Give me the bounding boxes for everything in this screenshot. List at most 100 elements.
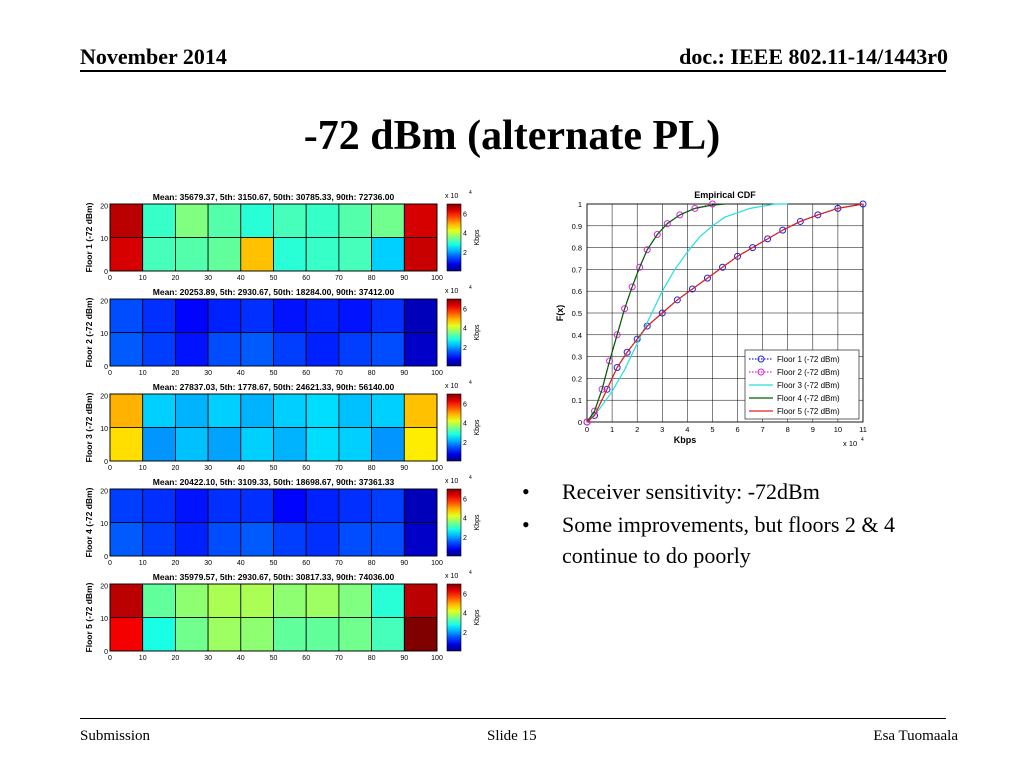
- heatmap-panel-1: Mean: 35679.37, 5th: 3150.67, 50th: 3078…: [84, 190, 481, 282]
- y-tick-label: 0.1: [572, 396, 582, 405]
- floor-heatmaps-figure: Mean: 35679.37, 5th: 3150.67, 50th: 3078…: [84, 190, 481, 662]
- x-tick-label: 0: [108, 560, 112, 567]
- x-tick-label: 80: [368, 465, 376, 472]
- colorbar-exponent-power: 4: [469, 570, 472, 576]
- heatmap-panel-2: Mean: 20253.89, 5th: 2930.67, 50th: 1828…: [84, 285, 481, 377]
- heatmap-cell: [175, 393, 209, 428]
- heatmap-cell: [175, 427, 209, 462]
- colorbar-tick-label: 6: [463, 497, 467, 504]
- x-tick-label: 1: [610, 425, 614, 434]
- legend-marker: [757, 355, 765, 363]
- heatmap-panel-4: Mean: 20422.10, 5th: 3109.33, 50th: 1869…: [84, 475, 481, 567]
- heatmap-cell: [273, 522, 307, 557]
- x-tick-label: 2: [635, 425, 639, 434]
- x-tick-label: 0: [108, 275, 112, 282]
- x-tick-label: 70: [335, 465, 343, 472]
- heatmap-cell: [207, 203, 242, 238]
- heatmap-cell: [403, 237, 438, 272]
- colorbar-label: Kbps: [474, 324, 481, 340]
- heatmap-y-label: Floor 3 (-72 dBm): [84, 392, 94, 462]
- x-tick-label: 50: [270, 655, 278, 662]
- header-divider: [80, 70, 946, 72]
- x-tick-label: 11: [859, 425, 867, 434]
- heatmap-cell: [240, 488, 274, 523]
- heatmap-cell: [175, 237, 209, 272]
- x-tick-label: 30: [204, 560, 212, 567]
- x-tick-label: 10: [139, 560, 147, 567]
- colorbar-exponent-power: 4: [469, 190, 472, 196]
- heatmap-cell: [142, 427, 176, 462]
- heatmap-cell: [305, 488, 340, 523]
- legend-entry: Floor 3 (-72 dBm): [777, 381, 840, 390]
- heatmap-cell: [338, 522, 372, 557]
- y-tick-label: 0: [104, 364, 108, 371]
- cdf-data-point: [749, 244, 757, 252]
- y-tick-label: 0.6: [572, 287, 582, 296]
- x-tick-label: 80: [368, 275, 376, 282]
- heatmap-cell: [305, 617, 340, 652]
- header-date: November 2014: [80, 44, 227, 69]
- heatmap-cell: [338, 237, 372, 272]
- heatmap-cell: [240, 583, 274, 618]
- bullet-list: Receiver sensitivity: -72dBm Some improv…: [520, 476, 960, 573]
- heatmap-panel-5: Mean: 35979.57, 5th: 2930.67, 50th: 3081…: [84, 570, 481, 662]
- colorbar-tick-label: 2: [463, 440, 467, 447]
- heatmap-cell: [273, 617, 307, 652]
- cdf-data-point: [658, 309, 666, 317]
- x-tick-label: 20: [172, 370, 180, 377]
- cdf-data-point: [623, 348, 631, 356]
- heatmap-cell: [305, 522, 340, 557]
- heatmap-cell: [273, 298, 307, 333]
- y-tick-label: 10: [100, 236, 108, 243]
- colorbar-exponent-power: 4: [469, 285, 472, 291]
- heatmap-cell: [371, 583, 405, 618]
- colorbar-tick-label: 2: [463, 630, 467, 637]
- cdf-data-point: [606, 357, 614, 365]
- x-tick-label: 40: [237, 275, 245, 282]
- heatmap-cell: [403, 298, 438, 333]
- heatmap-cell: [403, 393, 438, 428]
- cdf-data-point: [734, 252, 742, 260]
- heatmap-cell: [207, 298, 242, 333]
- heatmap-title: Mean: 35979.57, 5th: 2930.67, 50th: 3081…: [153, 572, 395, 582]
- cdf-series-line: [586, 203, 726, 423]
- heatmap-cell: [175, 617, 209, 652]
- heatmap-cell: [109, 203, 144, 238]
- heatmap-cell: [338, 393, 372, 428]
- heatmap-cell: [371, 488, 405, 523]
- heatmap-cell: [338, 298, 372, 333]
- legend-entry: Floor 1 (-72 dBm): [777, 355, 840, 364]
- heatmap-cell: [175, 298, 209, 333]
- x-tick-label: 60: [302, 560, 310, 567]
- colorbar-exponent: x 10: [445, 573, 458, 580]
- heatmap-cell: [207, 332, 242, 367]
- heatmap-cell: [207, 617, 242, 652]
- heatmap-cell: [240, 522, 274, 557]
- heatmap-cell: [403, 427, 438, 462]
- colorbar: [446, 583, 462, 652]
- y-tick-label: 0.4: [572, 331, 582, 340]
- colorbar-tick-label: 2: [463, 250, 467, 257]
- heatmap-cell: [371, 298, 405, 333]
- x-tick-label: 40: [237, 370, 245, 377]
- colorbar-tick-label: 4: [463, 611, 467, 618]
- x-tick-label: 7: [761, 425, 765, 434]
- heatmap-cell: [142, 298, 176, 333]
- footer-divider: [80, 718, 946, 719]
- heatmap-cell: [273, 237, 307, 272]
- cdf-series-line: [586, 203, 864, 423]
- y-tick-label: 10: [100, 426, 108, 433]
- heatmap-cell: [175, 203, 209, 238]
- heatmap-cell: [273, 583, 307, 618]
- heatmap-cell: [338, 488, 372, 523]
- heatmap-cell: [273, 393, 307, 428]
- heatmap-cell: [109, 427, 144, 462]
- legend-entry: Floor 2 (-72 dBm): [777, 368, 840, 377]
- heatmap-cell: [109, 617, 144, 652]
- x-tick-label: 20: [172, 655, 180, 662]
- x-tick-label: 5: [710, 425, 714, 434]
- y-tick-label: 0.5: [572, 309, 582, 318]
- cdf-data-point: [613, 364, 621, 371]
- cdf-data-point: [708, 200, 716, 208]
- colorbar-label: Kbps: [474, 609, 481, 625]
